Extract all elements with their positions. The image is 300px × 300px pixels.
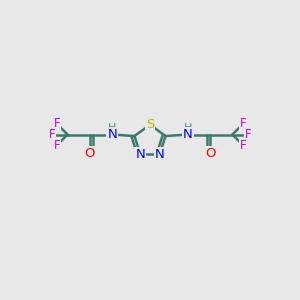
Text: H: H	[184, 123, 192, 133]
Text: N: N	[183, 128, 193, 141]
Text: S: S	[146, 118, 154, 131]
Text: N: N	[107, 128, 117, 141]
Text: H: H	[108, 123, 116, 133]
Text: F: F	[53, 139, 60, 152]
Text: F: F	[244, 128, 251, 141]
Text: O: O	[85, 147, 95, 161]
Text: N: N	[155, 148, 164, 161]
Text: F: F	[240, 139, 247, 152]
Text: F: F	[240, 117, 247, 130]
Text: F: F	[53, 117, 60, 130]
Text: N: N	[136, 148, 145, 161]
Text: F: F	[49, 128, 56, 141]
Text: O: O	[205, 147, 215, 161]
